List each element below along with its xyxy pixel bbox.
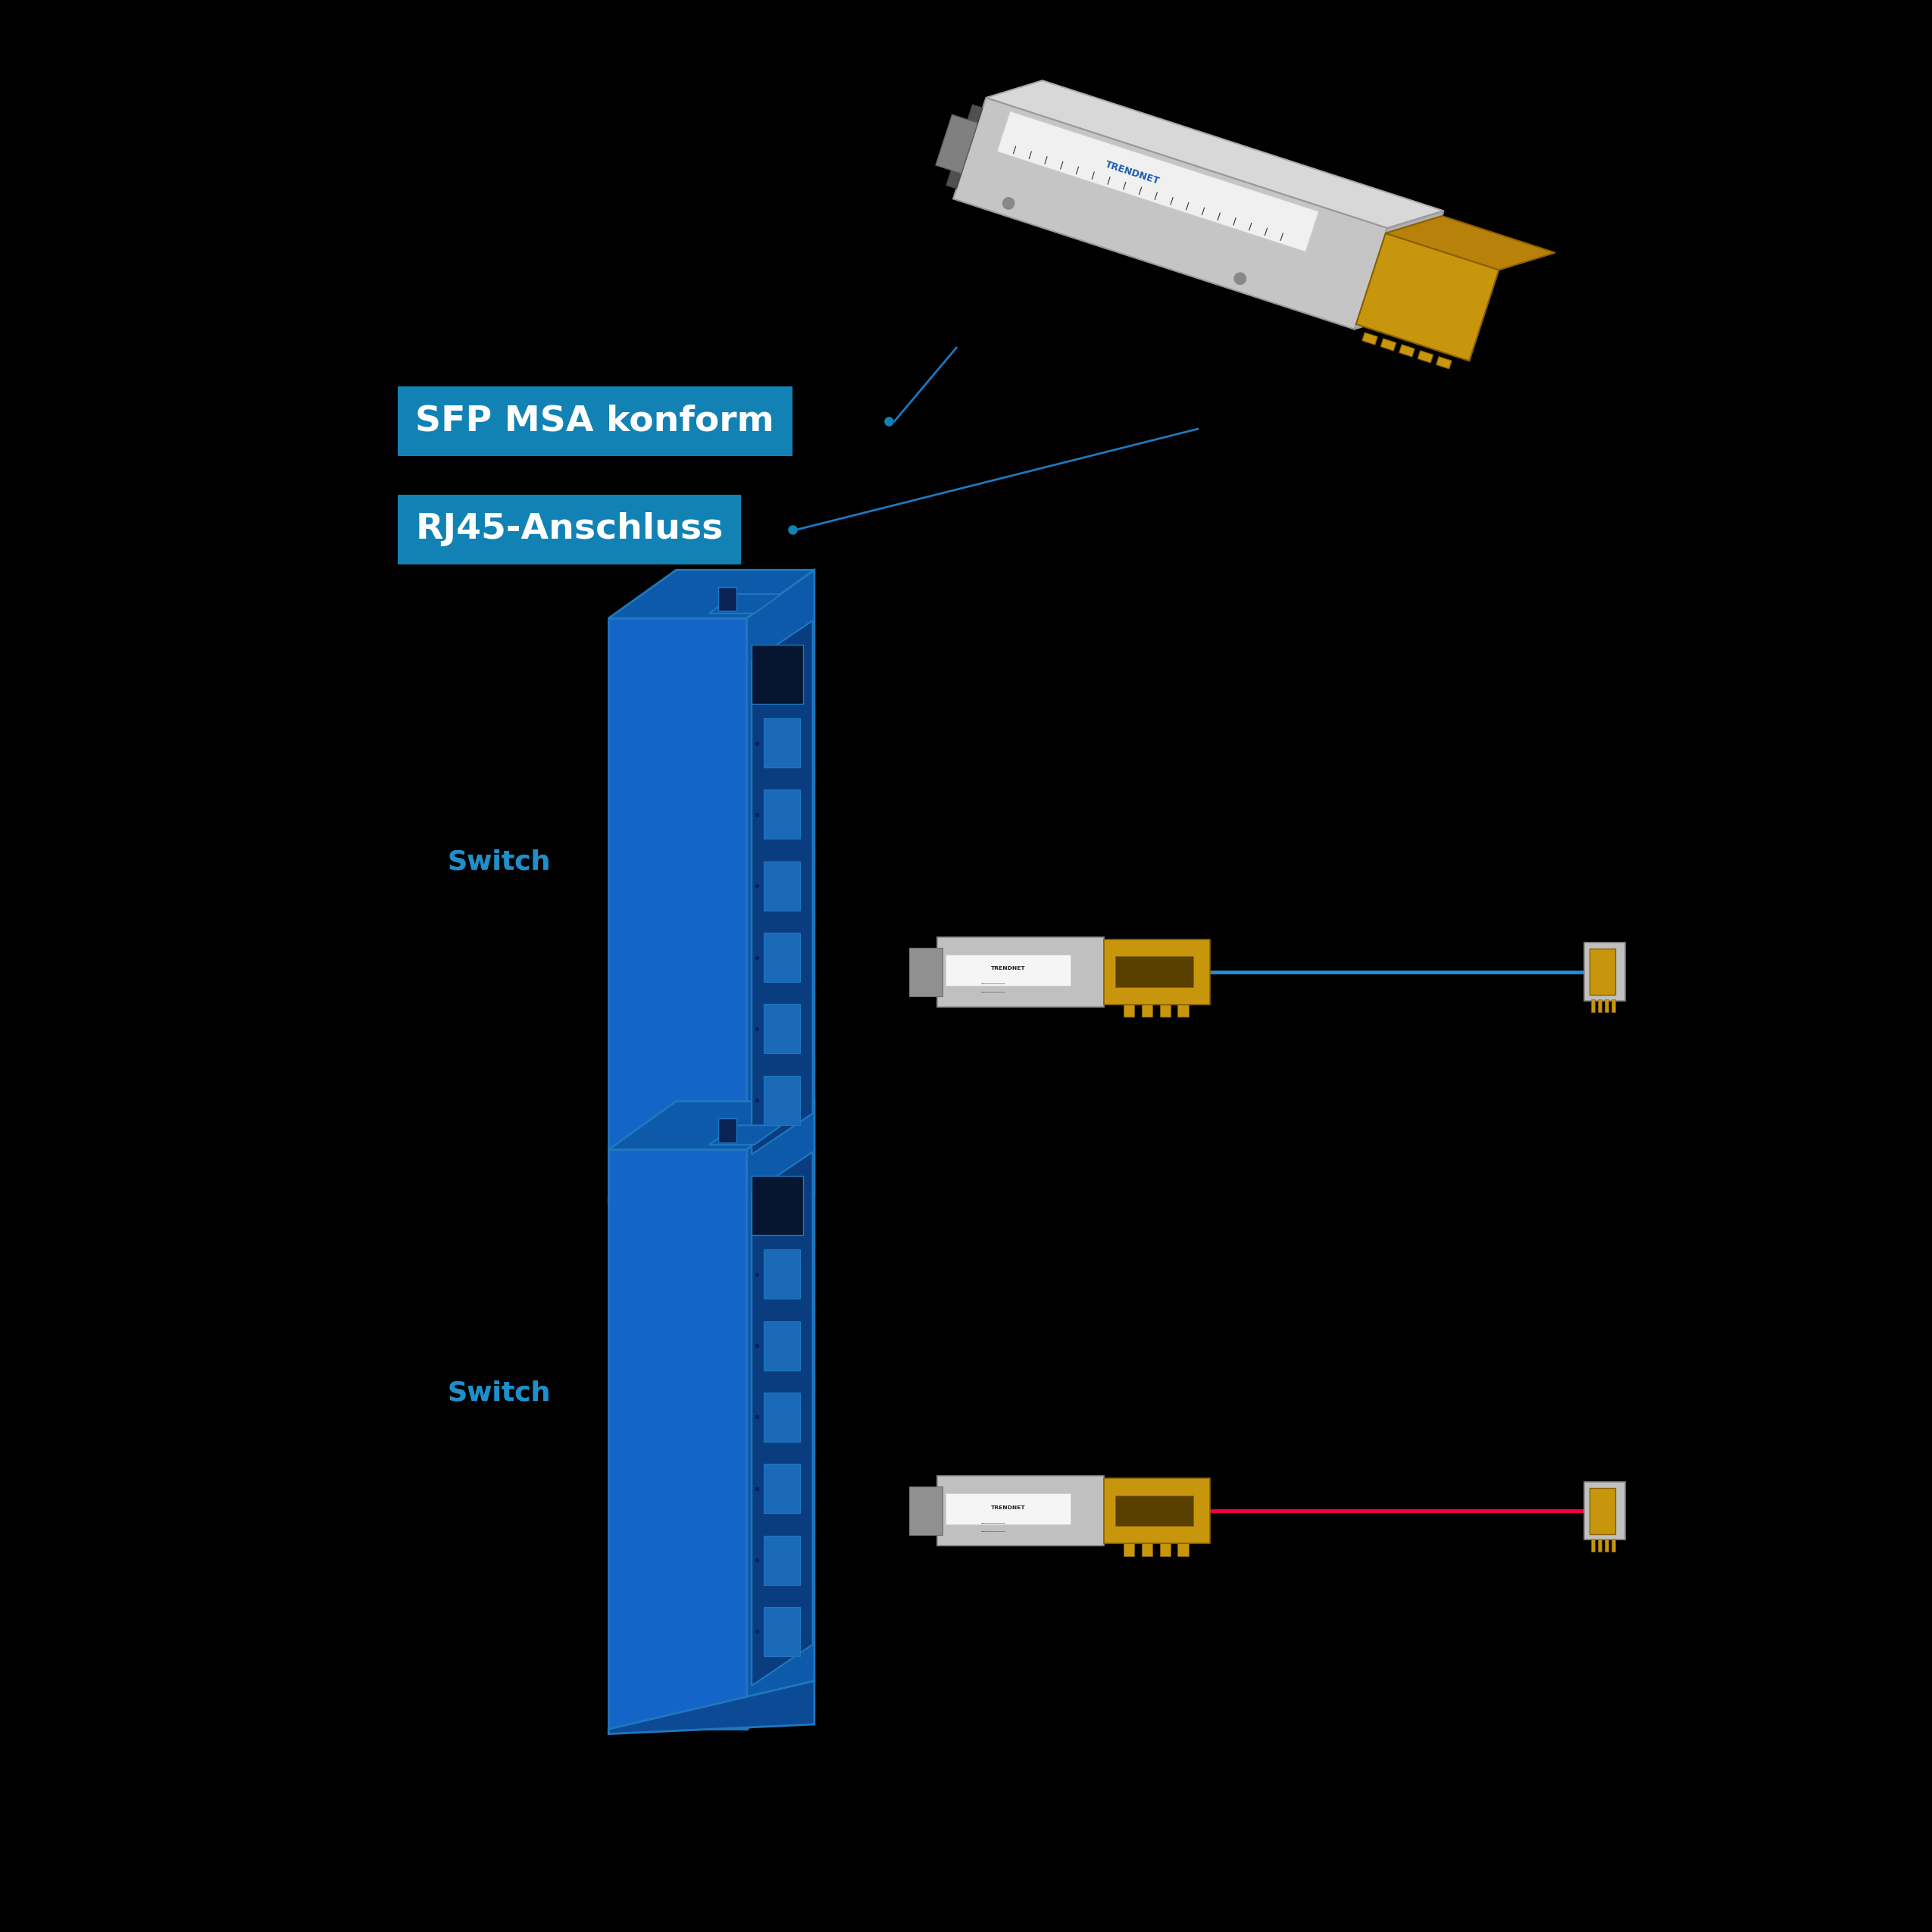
Polygon shape <box>746 570 815 1198</box>
Polygon shape <box>1381 338 1397 352</box>
Polygon shape <box>763 1393 800 1441</box>
Bar <box>1590 1538 1596 1551</box>
Bar <box>945 954 1070 985</box>
Text: RJ45-Anschluss: RJ45-Anschluss <box>415 512 723 547</box>
Polygon shape <box>985 81 1443 228</box>
Polygon shape <box>752 1151 813 1685</box>
Text: TRENDNET: TRENDNET <box>991 966 1026 970</box>
Bar <box>910 947 943 997</box>
Bar <box>1590 999 1596 1012</box>
Polygon shape <box>763 1536 800 1584</box>
Polygon shape <box>763 1005 800 1053</box>
Polygon shape <box>952 99 1387 328</box>
Bar <box>1103 939 1209 1005</box>
Text: ─────────────: ───────────── <box>980 1530 1005 1534</box>
Bar <box>1604 999 1609 1012</box>
Text: SFP MSA konform: SFP MSA konform <box>415 404 775 439</box>
Text: ─────────────: ───────────── <box>980 1522 1005 1524</box>
Bar <box>1590 1488 1615 1534</box>
Polygon shape <box>709 595 781 614</box>
Text: TRENDNET: TRENDNET <box>1103 160 1161 187</box>
Bar <box>1159 1005 1171 1016</box>
Text: Switch: Switch <box>448 848 551 875</box>
Bar <box>1122 1005 1134 1016</box>
Bar <box>1179 1005 1188 1016</box>
Text: Switch: Switch <box>448 1379 551 1406</box>
Polygon shape <box>1385 216 1555 270</box>
Bar <box>1103 1478 1209 1544</box>
Text: TRENDNET: TRENDNET <box>991 1505 1026 1509</box>
Bar <box>1584 943 1625 1001</box>
Polygon shape <box>763 1607 800 1656</box>
Bar <box>1142 1544 1153 1555</box>
Polygon shape <box>763 719 800 767</box>
Bar <box>1142 1005 1153 1016</box>
Text: Switch: Switch <box>448 848 551 875</box>
Bar <box>1159 1544 1171 1555</box>
Bar <box>1179 1544 1188 1555</box>
Text: ─────────────: ───────────── <box>980 983 1005 985</box>
Polygon shape <box>763 933 800 981</box>
Bar <box>1584 1482 1625 1540</box>
Polygon shape <box>609 1150 815 1202</box>
Polygon shape <box>935 114 978 174</box>
Polygon shape <box>763 1250 800 1298</box>
Bar <box>1115 956 1192 987</box>
Polygon shape <box>752 620 813 1155</box>
Bar <box>1598 1538 1602 1551</box>
Circle shape <box>1003 197 1014 209</box>
Polygon shape <box>609 1150 746 1729</box>
Polygon shape <box>763 1076 800 1124</box>
Bar <box>937 1476 1103 1546</box>
Bar <box>945 1493 1070 1524</box>
Circle shape <box>1235 272 1246 284</box>
Polygon shape <box>947 104 983 189</box>
Polygon shape <box>1418 350 1434 363</box>
Polygon shape <box>763 1464 800 1513</box>
Polygon shape <box>752 645 804 703</box>
Polygon shape <box>1354 211 1443 328</box>
Polygon shape <box>763 790 800 838</box>
Bar <box>1611 1538 1615 1551</box>
Bar <box>1115 1495 1192 1526</box>
Text: Switch: Switch <box>448 1379 551 1406</box>
Polygon shape <box>746 1101 815 1729</box>
Polygon shape <box>763 862 800 910</box>
Polygon shape <box>752 1177 804 1235</box>
Text: ─────────────: ───────────── <box>980 991 1005 995</box>
Bar <box>719 587 736 611</box>
Polygon shape <box>609 570 815 618</box>
Bar <box>937 937 1103 1007</box>
Polygon shape <box>997 112 1320 251</box>
Bar <box>719 1119 736 1142</box>
Polygon shape <box>1356 234 1499 361</box>
Bar <box>1598 999 1602 1012</box>
Bar <box>1611 999 1615 1012</box>
Polygon shape <box>763 1321 800 1370</box>
Polygon shape <box>1435 357 1451 369</box>
Bar <box>1122 1544 1134 1555</box>
Polygon shape <box>609 1681 815 1735</box>
Polygon shape <box>1399 344 1414 357</box>
Polygon shape <box>1362 332 1378 344</box>
Bar <box>1604 1538 1609 1551</box>
Polygon shape <box>609 618 746 1198</box>
Bar <box>1590 949 1615 995</box>
Polygon shape <box>709 1124 781 1144</box>
Polygon shape <box>609 1101 815 1150</box>
Bar <box>910 1486 943 1536</box>
